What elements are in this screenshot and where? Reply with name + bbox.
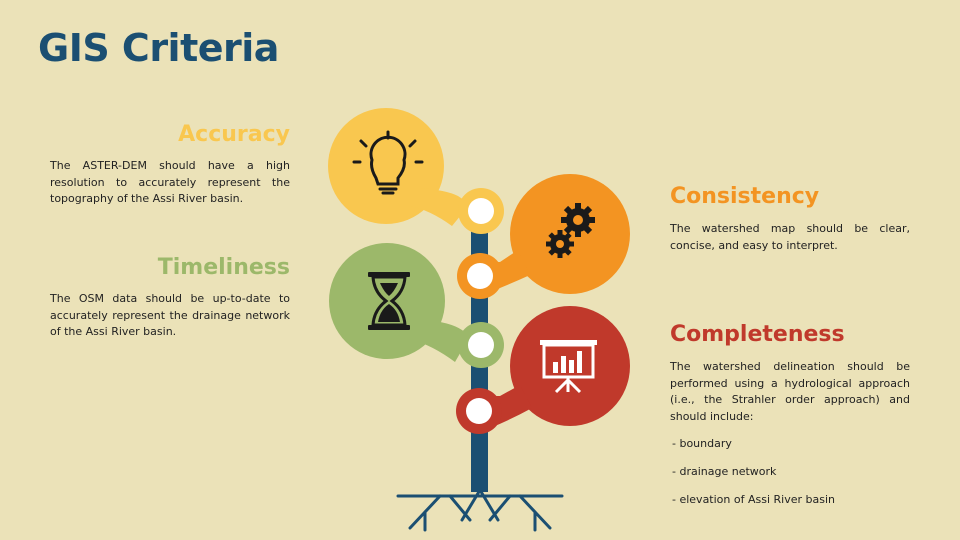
presentation-chart-icon	[540, 340, 597, 394]
page-title: GIS Criteria	[38, 26, 279, 70]
accuracy-text: The ASTER-DEM should have a high resolut…	[50, 159, 290, 205]
gears-icon	[546, 203, 595, 258]
list-item: - drainage network	[672, 465, 777, 478]
lightbulb-icon	[352, 130, 424, 195]
completeness-list: - boundary - drainage network - elevatio…	[672, 436, 835, 520]
list-item: - boundary	[672, 437, 732, 450]
completeness-heading: Completeness	[670, 322, 845, 347]
roots	[396, 488, 564, 532]
completeness-text: The watershed delineation should be perf…	[670, 360, 910, 423]
accuracy-bubble	[328, 108, 504, 234]
hourglass-icon	[368, 272, 410, 330]
timeliness-text: The OSM data should be up-to-date to acc…	[50, 292, 290, 338]
accuracy-heading: Accuracy	[178, 122, 290, 147]
consistency-heading: Consistency	[670, 184, 820, 209]
consistency-text: The watershed map should be clear, conci…	[670, 222, 910, 252]
consistency-bubble	[457, 174, 630, 299]
timeliness-heading: Timeliness	[157, 255, 290, 280]
list-item: - elevation of Assi River basin	[672, 493, 835, 506]
